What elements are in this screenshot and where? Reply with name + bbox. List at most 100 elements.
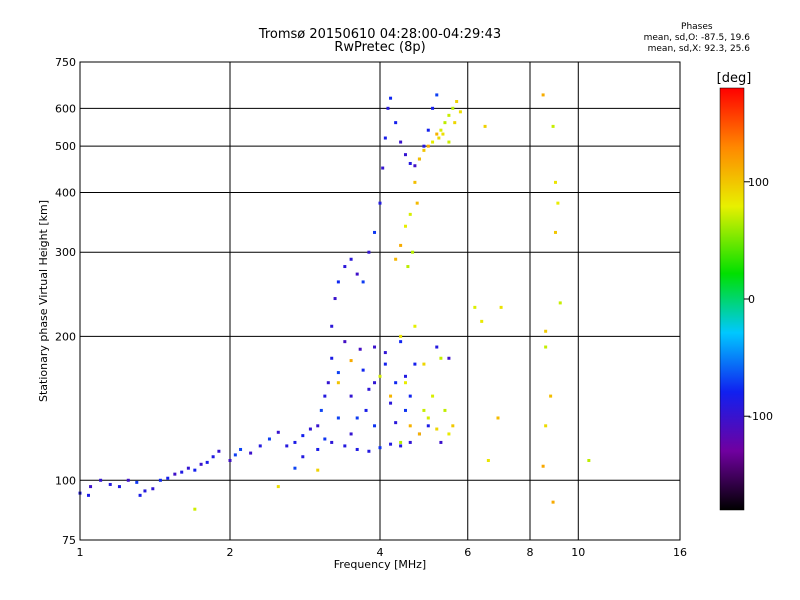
phase-stats-o: mean, sd,O: -87.5, 19.6 <box>643 33 750 43</box>
data-point-o-mode-91 <box>394 421 398 425</box>
data-point-o-mode-66 <box>389 442 393 446</box>
data-point-x-mode-32 <box>422 408 426 412</box>
data-point-o-mode-3 <box>99 478 103 482</box>
data-point-o-mode-78 <box>399 340 403 344</box>
data-point-o-mode-35 <box>326 381 330 385</box>
data-point-o-mode-4 <box>108 482 112 486</box>
colorbar-tick-label: 100 <box>748 176 769 189</box>
data-point-o-mode-59 <box>431 106 435 110</box>
data-point-x-mode-27 <box>389 394 393 398</box>
data-point-x-mode-21 <box>403 381 407 385</box>
data-point-x-mode-12 <box>443 121 447 125</box>
data-point-o-mode-71 <box>373 345 377 349</box>
data-point-o-mode-53 <box>403 153 407 157</box>
data-point-o-mode-62 <box>343 444 347 448</box>
data-point-o-mode-36 <box>330 356 334 360</box>
colorbar <box>719 87 745 511</box>
data-point-x-mode-53 <box>587 458 591 462</box>
data-point-o-mode-65 <box>378 446 382 450</box>
data-point-x-mode-22 <box>422 362 426 366</box>
data-point-o-mode-83 <box>389 401 393 405</box>
data-point-o-mode-48 <box>383 136 387 140</box>
data-point-o-mode-34 <box>323 394 327 398</box>
data-point-x-mode-43 <box>549 394 553 398</box>
data-point-x-mode-36 <box>458 110 462 114</box>
chart-subtitle: RwPretec (8p) <box>334 40 426 55</box>
data-point-x-mode-54 <box>544 329 548 333</box>
data-point-x-mode-55 <box>544 424 548 428</box>
data-point-o-mode-23 <box>239 447 243 451</box>
data-point-o-mode-32 <box>316 424 320 428</box>
data-point-o-mode-88 <box>373 381 377 385</box>
data-point-o-mode-7 <box>135 480 139 484</box>
data-point-x-mode-59 <box>316 468 320 472</box>
data-point-o-mode-26 <box>267 437 271 441</box>
x-tick-label: 8 <box>527 546 534 559</box>
x-tick-label: 4 <box>377 546 384 559</box>
data-point-o-mode-94 <box>447 356 451 360</box>
colorbar-tick-label: -100 <box>748 410 773 423</box>
data-point-o-mode-96 <box>301 455 305 459</box>
data-point-o-mode-25 <box>258 444 262 448</box>
data-point-o-mode-19 <box>211 455 215 459</box>
data-point-o-mode-11 <box>158 478 162 482</box>
data-point-x-mode-41 <box>486 458 490 462</box>
data-point-o-mode-47 <box>381 166 385 170</box>
data-point-o-mode-63 <box>355 447 359 451</box>
data-point-o-mode-27 <box>276 430 280 434</box>
data-point-x-mode-16 <box>408 424 412 428</box>
data-point-o-mode-6 <box>126 478 130 482</box>
data-point-x-mode-45 <box>556 201 560 205</box>
data-point-x-mode-31 <box>451 424 455 428</box>
data-point-x-mode-49 <box>558 301 562 305</box>
data-point-o-mode-22 <box>233 453 237 457</box>
data-point-x-mode-40 <box>496 416 500 420</box>
data-point-x-mode-52 <box>480 319 484 323</box>
data-point-x-mode-33 <box>441 132 445 136</box>
data-point-o-mode-93 <box>435 345 439 349</box>
x-tick-label: 1 <box>77 546 84 559</box>
data-point-x-mode-3 <box>406 265 410 269</box>
y-tick-label: 750 <box>55 56 76 69</box>
data-point-o-mode-30 <box>301 434 305 438</box>
data-point-o-mode-41 <box>349 257 353 261</box>
data-point-x-mode-23 <box>439 356 443 360</box>
data-point-x-mode-61 <box>193 507 197 511</box>
data-point-o-mode-69 <box>349 394 353 398</box>
data-point-o-mode-72 <box>383 351 387 355</box>
data-point-o-mode-44 <box>367 250 371 254</box>
phase-stats-header: Phases <box>681 22 713 32</box>
data-point-x-mode-1 <box>399 243 403 247</box>
chart-title: Tromsø 20150610 04:28:00-04:29:43 <box>258 27 502 42</box>
data-point-o-mode-57 <box>422 144 426 148</box>
data-point-o-mode-89 <box>336 371 340 375</box>
data-point-o-mode-33 <box>319 408 323 412</box>
y-tick-label: 400 <box>55 186 76 199</box>
data-point-x-mode-28 <box>378 374 382 378</box>
plot-frame <box>79 61 681 541</box>
x-tick-label: 16 <box>673 546 687 559</box>
data-point-x-mode-25 <box>413 324 417 328</box>
data-point-o-mode-10 <box>151 487 155 491</box>
data-point-o-mode-2 <box>89 485 93 489</box>
data-point-o-mode-82 <box>367 387 371 391</box>
y-axis-label: Stationary phase Virtual Height [km] <box>37 200 50 402</box>
data-point-o-mode-43 <box>361 280 365 284</box>
data-point-o-mode-84 <box>349 432 353 436</box>
data-point-o-mode-58 <box>426 128 430 132</box>
data-point-x-mode-56 <box>499 305 503 309</box>
data-point-x-mode-11 <box>439 128 443 132</box>
colorbar-tick-label: 0 <box>748 293 755 306</box>
data-point-x-mode-60 <box>276 485 280 489</box>
data-point-o-mode-37 <box>330 324 334 328</box>
data-point-o-mode-100 <box>439 440 443 444</box>
data-point-x-mode-38 <box>415 201 419 205</box>
data-point-x-mode-10 <box>435 132 439 136</box>
data-point-o-mode-99 <box>403 374 407 378</box>
data-point-o-mode-45 <box>373 230 377 234</box>
data-point-x-mode-17 <box>417 432 421 436</box>
data-point-o-mode-74 <box>403 408 407 412</box>
data-point-o-mode-15 <box>186 466 190 470</box>
